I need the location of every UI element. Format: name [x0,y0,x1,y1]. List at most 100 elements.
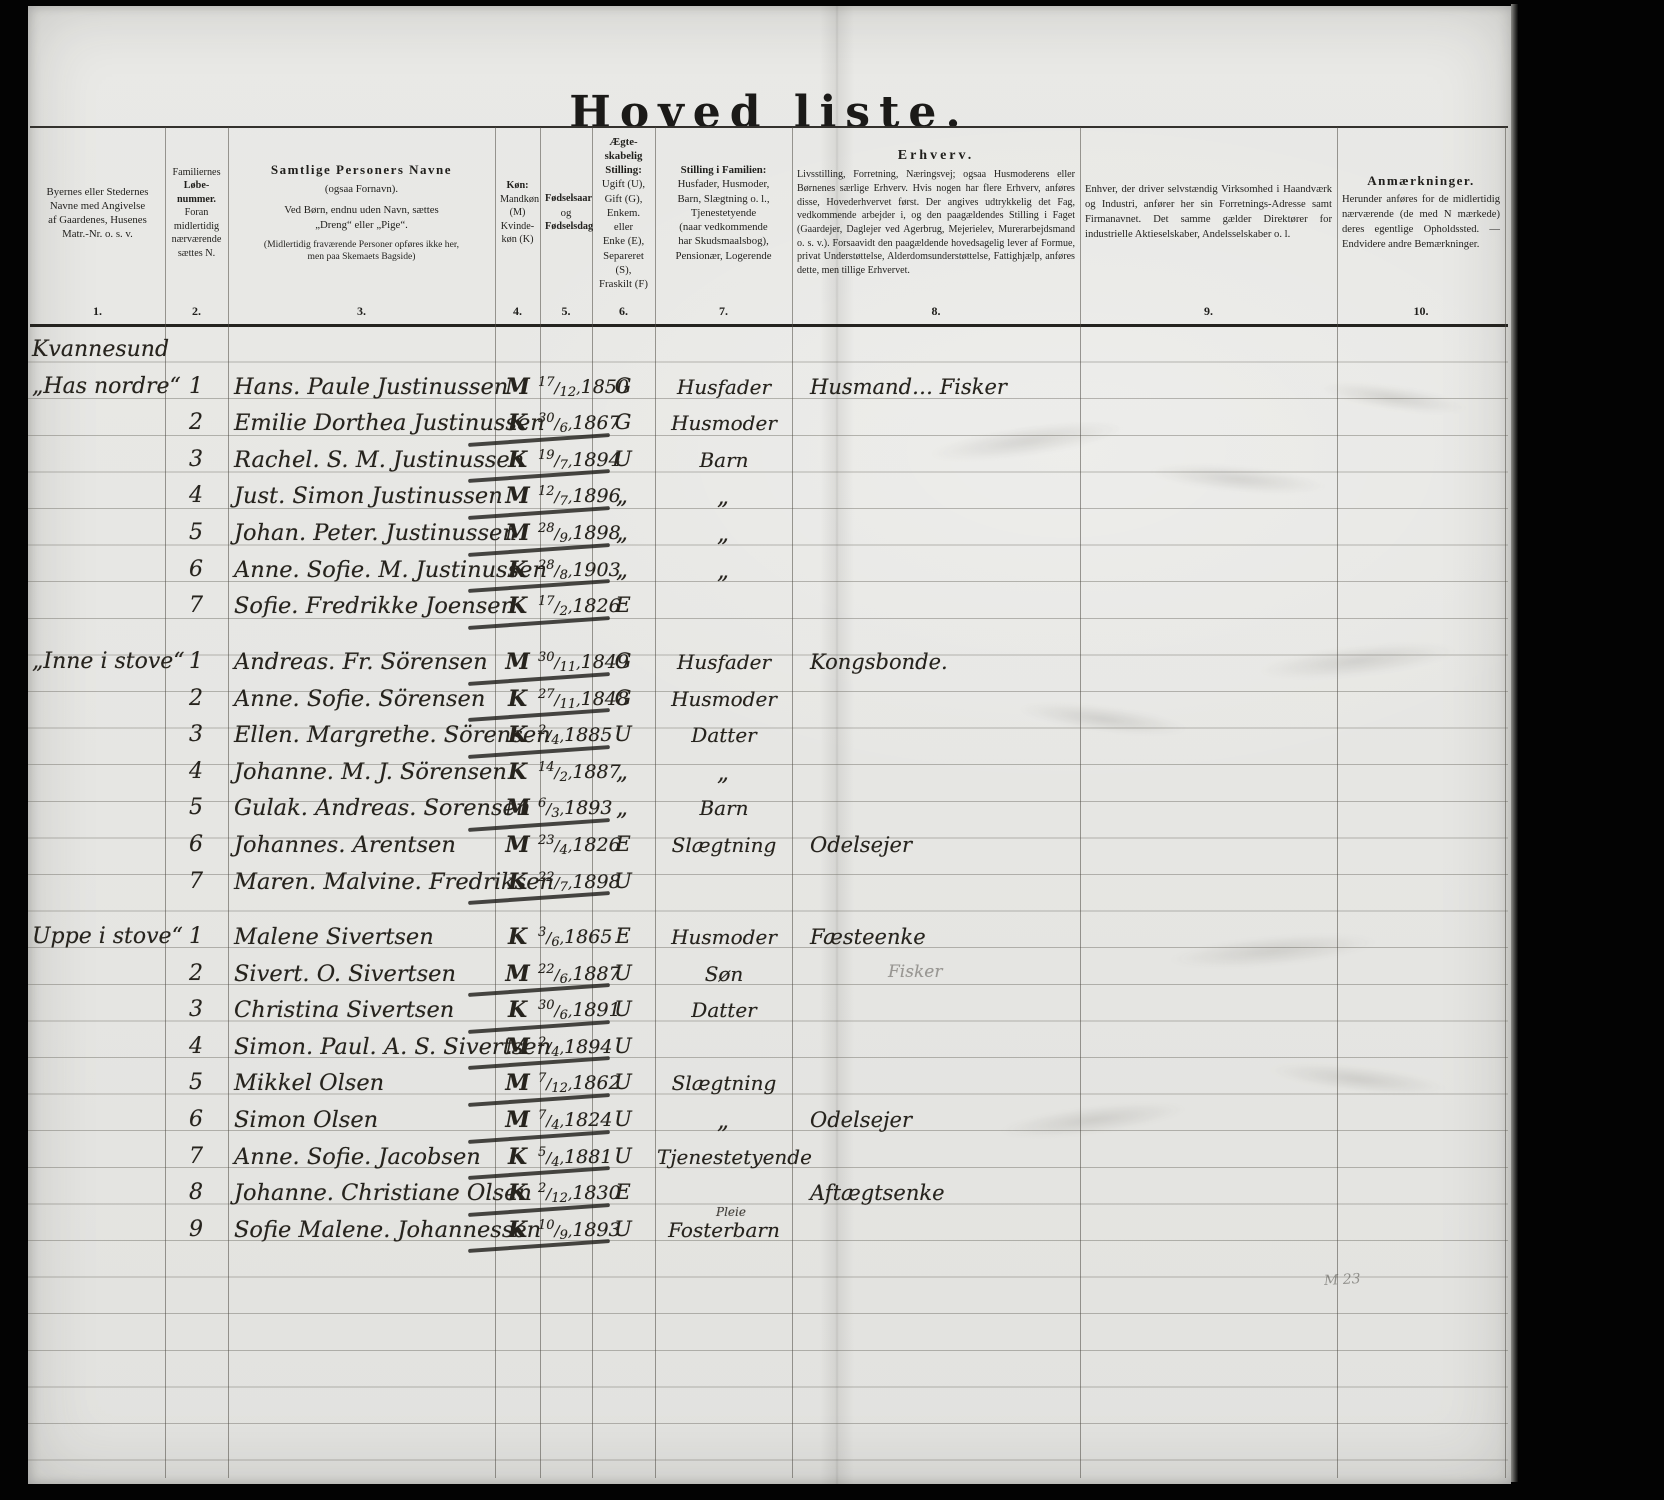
family-position-cell: Datter [691,998,757,1023]
sex-cell: K [507,868,528,895]
header-text: Stilling: [605,164,642,177]
column-number: 5. [561,303,571,318]
sex-cell: K [507,593,528,620]
line-number: 5 [189,795,203,821]
adjacent-page-edge [1511,4,1518,1482]
birth-day: 27 [538,686,555,702]
line-number: 1 [189,649,203,674]
date-separator: , [567,453,573,470]
header-text: Byernes eller Stedernes [46,185,149,198]
place-name: „Inne i stove“ [32,649,185,674]
header-text: (ogsaa Fornavn). [324,183,399,196]
line-number: 7 [189,1143,203,1169]
date-slash: / [554,654,560,672]
line-number: 2 [189,960,203,986]
header-text [233,196,490,203]
line-number: 1 [189,373,203,399]
birth-day: 30 [538,650,555,665]
person-name: Anne. Sofie. Sörensen [234,685,486,712]
date-separator: , [576,380,581,397]
family-position-cell: Søn [704,961,744,986]
marital-status-cell: G [614,373,632,398]
birth-year: 1893 [572,1218,621,1241]
birthdate-cell: 2/4,1885 [538,723,648,748]
family-position-cell: „ [717,557,731,584]
header-text: Køn: [506,180,529,192]
marital-status-cell: U [614,722,632,747]
birth-day: 23 [538,832,555,848]
column-header-10: Anmærkninger. Herunder anføres for de mid… [1337,130,1505,296]
family-position-cell: „ [717,520,731,547]
line-number: 8 [189,1180,203,1206]
date-separator: , [567,765,573,782]
header-text: Erhverv. [897,148,975,164]
date-slash: / [546,1148,552,1167]
birth-year: 1887 [572,962,621,985]
person-row: „Inne i stove“ 1 Andreas. Fr. Sörensen M 30/… [28,648,1508,686]
occupation-cell: Aftægtsenke [810,1181,945,1206]
birth-month: 3 [551,806,560,822]
header-text: nærværende [171,234,222,246]
column-header-7: Stilling i Familien: Husfader, Husmoder, B… [655,130,792,296]
person-name: Emilie Dorthea Justinussen [234,410,545,437]
person-row: 2 Anne. Sofie. Sörensen K 27/11,1848 G Husmod… [28,685,1508,723]
birth-month: 4 [559,842,568,858]
person-name: Rachel. S. M. Justinussen [234,446,525,473]
person-name: Sofie Malene. Johannessen [234,1216,542,1243]
header-text: Livsstilling, Forretning, Næringsvej; og… [797,169,1075,277]
birth-month: 7 [559,457,568,473]
sex-cell: K [507,1216,528,1243]
family-position-cell: Barn [699,447,749,472]
sex-cell: M [505,1070,530,1097]
person-row: 6 Anne. Sofie. M. Justinussen K 28/8,1903 „ „ [28,556,1508,594]
header-text: af Gaardenes, Husenes [48,214,147,226]
date-separator: , [567,1004,573,1021]
line-number: 6 [189,831,203,857]
person-row: 3 Christina Sivertsen K 30/6,1891 U Datter [28,996,1508,1034]
person-name: Ellen. Margrethe. Sörensen [234,722,551,749]
date-slash: / [554,873,560,892]
sex-cell: K [507,758,528,785]
birthdate-cell: 2/12,1830 [538,1181,648,1206]
birthdate-cell: 27/11,1848 [538,687,648,712]
person-name: Christina Sivertsen [234,997,455,1024]
birth-year: 1885 [564,724,613,747]
column-number: 9. [1204,303,1213,318]
header-text: Familiernes [172,166,221,178]
birth-year: 1898 [572,870,621,893]
person-name: Johanne. Christiane Olsen [234,1180,532,1207]
sex-cell: K [507,997,528,1024]
birth-month: 7 [559,494,568,510]
header-text: midlertidig [173,220,220,232]
person-name: Just. Simon Justinussen [234,483,503,510]
birth-month: 2 [559,604,568,620]
date-separator: , [567,417,573,434]
marital-status-cell: G [614,649,632,673]
column-divider [1505,127,1506,1478]
person-name: Sofie. Fredrikke Joensen [234,593,516,620]
birth-month: 7 [559,879,568,895]
marital-status-cell: U [614,1143,632,1168]
header-text: Kvinde- [500,220,535,232]
header-text: Tjenestetyende [690,206,757,219]
person-name: Maren. Malvine. Fredriksen [234,868,555,895]
marital-status-cell: E [615,924,631,948]
date-slash: / [554,488,560,507]
date-slash: / [546,800,552,819]
sex-cell: M [505,795,530,822]
date-slash: / [554,1002,560,1021]
person-row: 2 Sivert. O. Sivertsen M 22/6,1887 U Søn Fiske… [28,960,1508,998]
birthdate-cell: 22/7,1898 [538,870,648,895]
sex-cell: K [507,556,528,583]
household-group-3: Uppe i stove“ 1 Malene Sivertsen K 3/6,1865 E… [28,923,1508,1254]
person-row: 4 Just. Simon Justinussen M 12/7,1896 „ „ [28,482,1508,520]
date-separator: , [559,1113,565,1130]
column-header-1: Byernes eller Stedernes Navne med Angivel… [30,130,165,296]
birth-month: 2 [559,769,568,785]
sex-cell: K [507,722,528,749]
header-text: Ægte- [609,135,638,148]
person-name: Gulak. Andreas. Sorensen [234,795,531,822]
date-separator: , [567,1187,573,1204]
family-position-cell: Husmoder [671,686,777,711]
marital-status-cell: U [614,446,632,471]
